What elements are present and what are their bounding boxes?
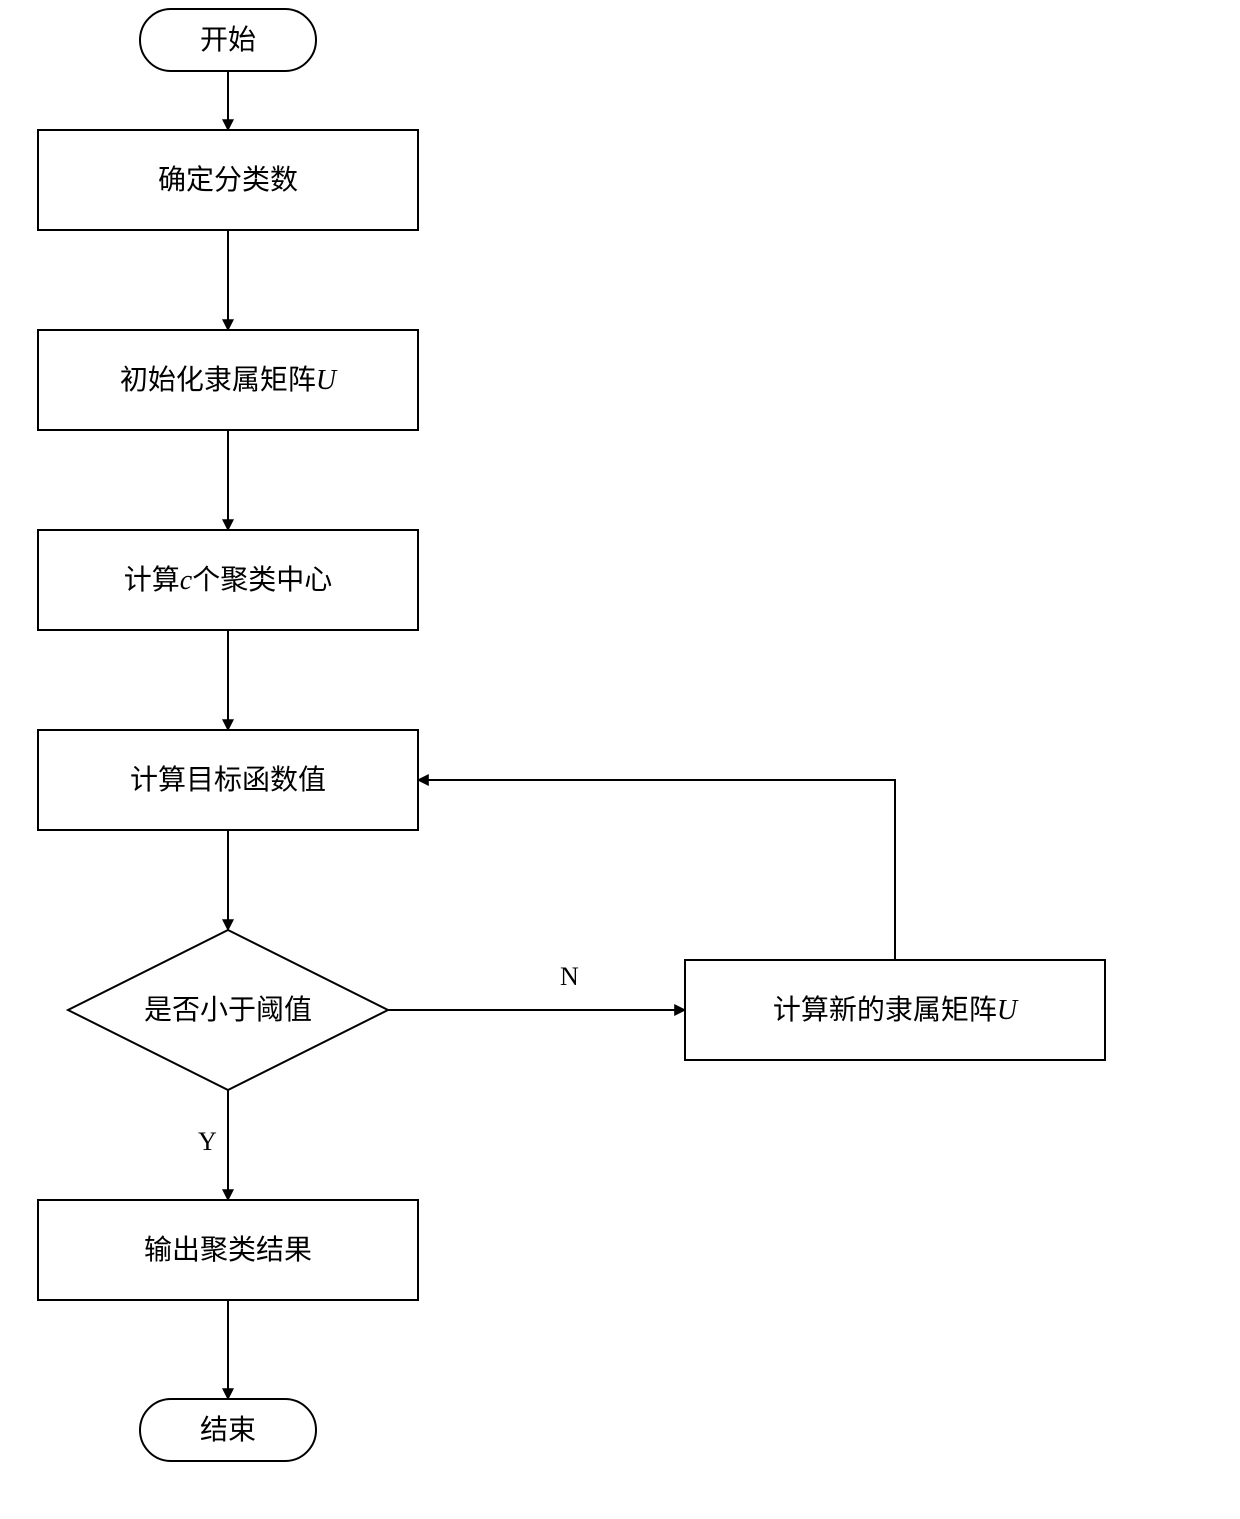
node-end-label: 结束 [200, 1414, 256, 1446]
node-n6: 输出聚类结果 [38, 1200, 418, 1300]
node-n2-label: 初始化隶属矩阵U [120, 364, 338, 396]
node-n1: 确定分类数 [38, 130, 418, 230]
node-dec-label: 是否小于阈值 [144, 994, 312, 1026]
edge-n5-n4 [418, 780, 895, 960]
node-n4-label: 计算目标函数值 [130, 764, 326, 796]
node-n4: 计算目标函数值 [38, 730, 418, 830]
node-dec: 是否小于阈值 [68, 930, 388, 1090]
edge-label-N: N [560, 962, 579, 991]
node-n2: 初始化隶属矩阵U [38, 330, 418, 430]
node-n6-label: 输出聚类结果 [144, 1234, 312, 1266]
node-n5-label: 计算新的隶属矩阵U [773, 994, 1019, 1026]
node-start-label: 开始 [200, 24, 256, 56]
node-end: 结束 [140, 1399, 316, 1461]
node-n3: 计算c个聚类中心 [38, 530, 418, 630]
nodes-group: 开始确定分类数初始化隶属矩阵U 计算c个聚类中心计算目标函数值是否小于阈值 计算新的… [38, 9, 1105, 1461]
node-n5: 计算新的隶属矩阵U [685, 960, 1105, 1060]
flowchart-canvas: Y N 开始确定分类数初始化隶属矩阵U 计算c个聚类中心计算目标函数值是否小于阈值 计算… [0, 0, 1240, 1519]
node-n3-label: 计算c个聚类中心 [124, 564, 332, 596]
node-start: 开始 [140, 9, 316, 71]
node-n1-label: 确定分类数 [158, 164, 298, 196]
edge-label-Y: Y [198, 1127, 217, 1156]
